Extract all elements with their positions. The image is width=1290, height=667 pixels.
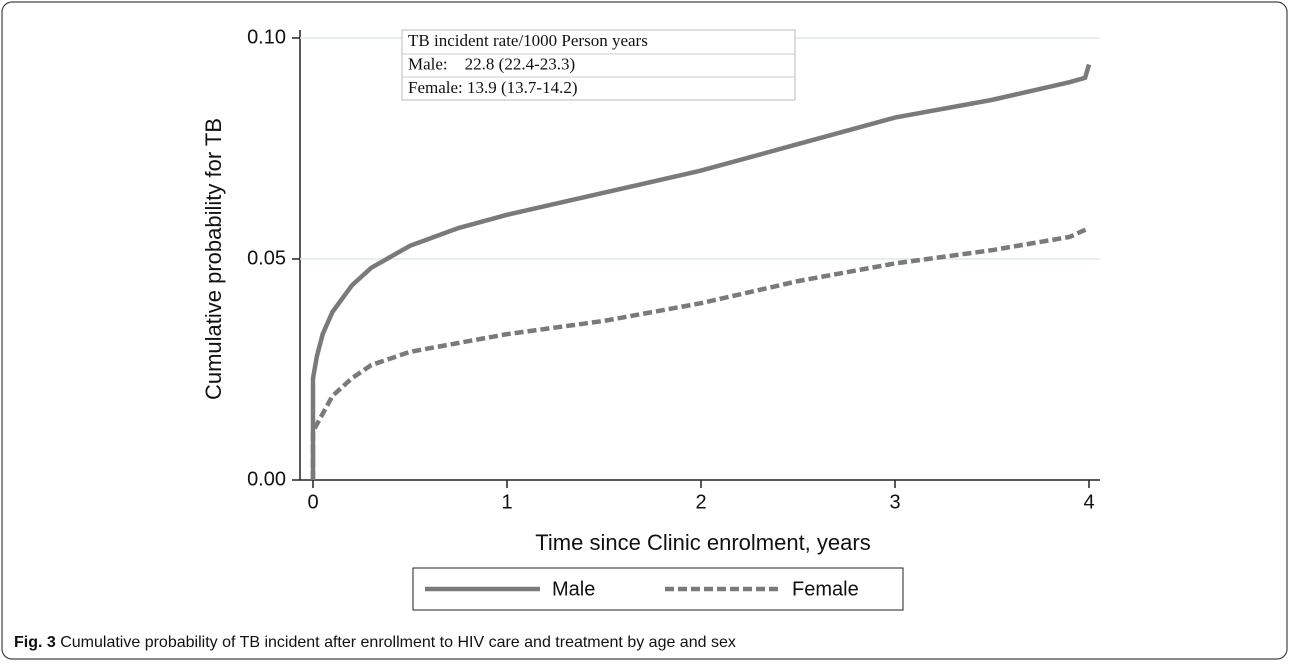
x-tick-label: 1: [501, 491, 512, 513]
annotation-box: [401, 29, 796, 101]
x-tick-label: 0: [307, 491, 318, 513]
annotation: Male: 22.8 (22.4-23.3): [408, 54, 575, 73]
y-axis-title: Cumulative probability for TB: [201, 118, 226, 400]
caption: Fig. 3 Cumulative probability of TB inci…: [14, 634, 736, 651]
caption-text: Cumulative probability of TB incident af…: [56, 634, 736, 651]
x-tick-label: 4: [1083, 491, 1094, 513]
legend-items: Male Female: [425, 578, 859, 600]
y-tick-label: 0.10: [247, 26, 286, 48]
x-tick-label: 3: [889, 491, 900, 513]
legend-label: Female: [792, 578, 859, 600]
annotation: Female: 13.9 (13.7-14.2): [408, 78, 578, 97]
annotation: TB incident rate/1000 Person years: [408, 31, 648, 50]
series-line: [310, 226, 1090, 480]
series-line: [310, 63, 1092, 480]
y-tick-label: 0.00: [247, 468, 286, 490]
y-tick-label: 0.05: [247, 247, 286, 269]
x-axis-title: Time since Clinic enrolment, years: [535, 530, 870, 555]
x-tick-label: 2: [695, 491, 706, 513]
caption-label: Fig. 3: [14, 634, 56, 651]
annotation-text: TB incident rate/1000 Person years Male: …: [408, 31, 648, 97]
legend-label: Male: [552, 578, 595, 600]
